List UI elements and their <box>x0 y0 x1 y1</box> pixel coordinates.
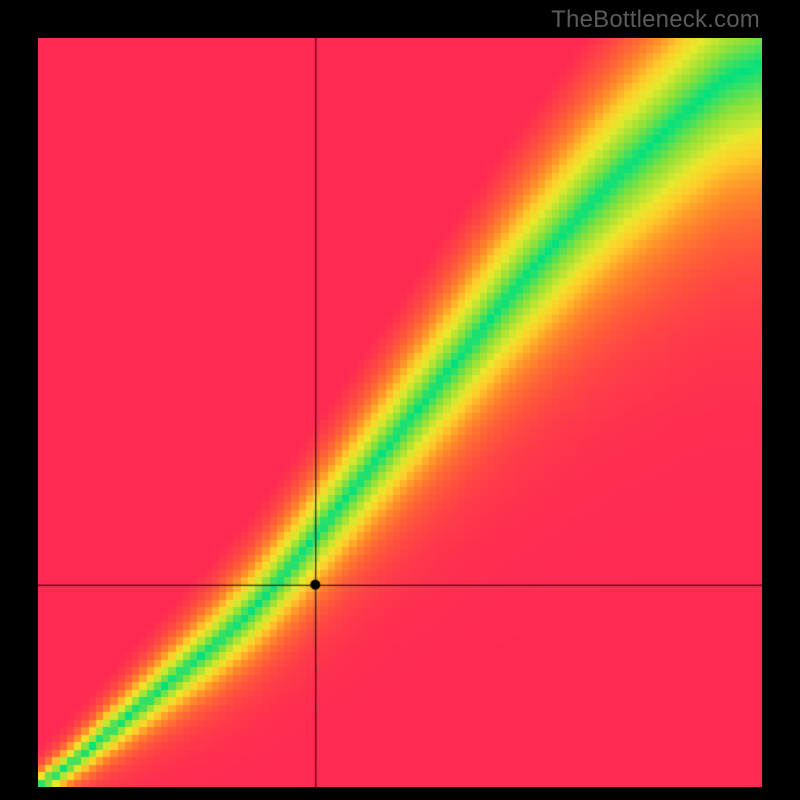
watermark-text: TheBottleneck.com <box>551 6 760 34</box>
chart-frame: TheBottleneck.com <box>0 0 800 800</box>
overlay-canvas <box>38 38 762 787</box>
